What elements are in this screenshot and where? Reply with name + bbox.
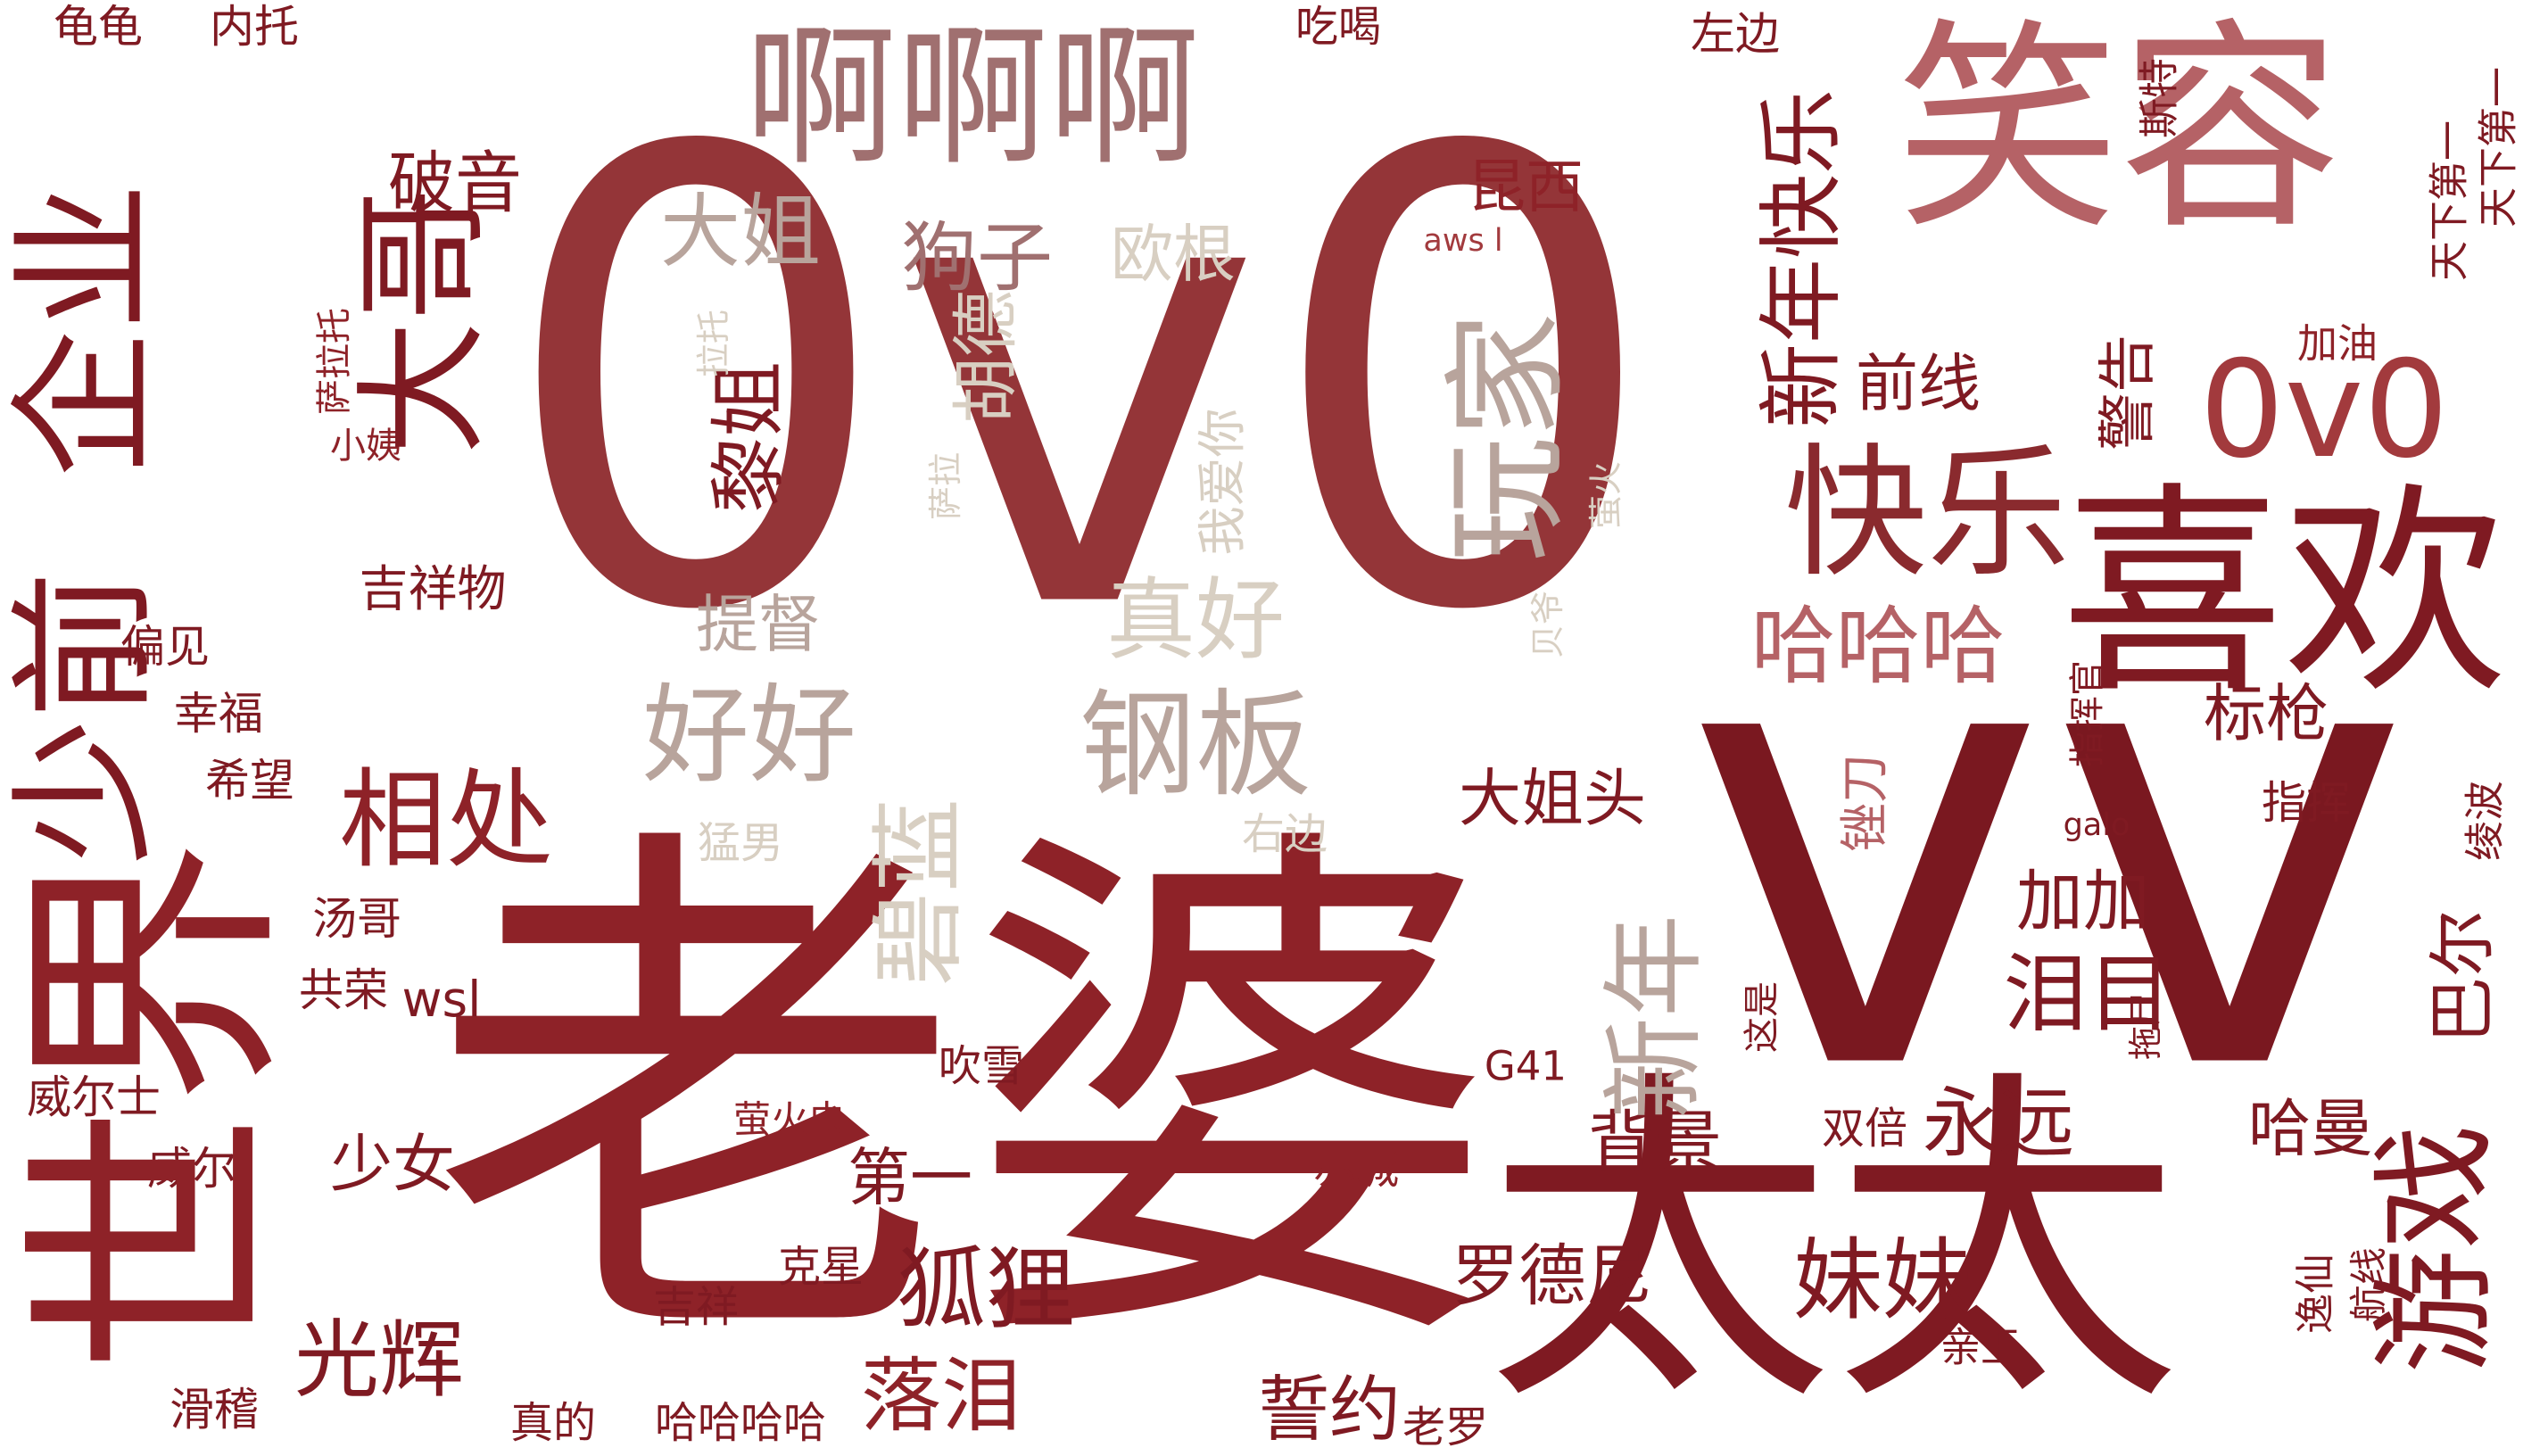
word-zhihuiguan: 指挥官 xyxy=(2067,660,2108,767)
word-guigui: 龟龟 xyxy=(54,1,143,53)
word-shijie: 世界 xyxy=(1,839,312,1374)
word-zheshi: 这是 xyxy=(1741,981,1783,1053)
word-cuodao: 锉刀 xyxy=(1836,754,1893,852)
word-dage: 大哥 xyxy=(346,187,501,455)
word-xiangchu: 相处 xyxy=(339,759,553,883)
word-hahaha: 哈哈哈 xyxy=(1750,598,2005,696)
word-poyin: 破音 xyxy=(388,144,522,222)
word-haohao: 好好 xyxy=(642,674,856,798)
word-yinghuochong: 萤火虫 xyxy=(733,1098,846,1142)
word-weiershi: 威尔士 xyxy=(27,1071,161,1123)
word-tangge: 汤哥 xyxy=(312,893,401,945)
word-gouzi: 狗子 xyxy=(901,215,1053,303)
word-diyi: 第一 xyxy=(848,1141,972,1214)
word-wanjia: 玩家 xyxy=(1435,312,1581,562)
word-awsl: aws l xyxy=(1423,223,1502,259)
word-jinggao: 警告 xyxy=(2095,335,2162,451)
word-laopo: 老婆 xyxy=(428,786,1499,1410)
word-beijing: 背景 xyxy=(1588,1103,1722,1181)
word-laoluo: 老罗 xyxy=(1402,1402,1488,1452)
word-jiajia: 加加 xyxy=(2016,862,2150,940)
word-xiaoyi: 小姨 xyxy=(330,426,401,467)
word-yongyuan: 永远 xyxy=(1923,1080,2074,1169)
word-huaji: 滑稽 xyxy=(170,1384,259,1435)
word-qiye: 企业 xyxy=(0,183,170,477)
word-xihuan: 喜欢 xyxy=(2061,464,2507,724)
word-bilan: 碧蓝 xyxy=(864,798,973,986)
word-chihe: 吃喝 xyxy=(1295,2,1381,52)
word-dajie: 大姐 xyxy=(660,186,821,279)
word-jixiang: 吉祥 xyxy=(653,1282,739,1332)
word-zhende: 真的 xyxy=(510,1398,596,1448)
word-kexing: 克星 xyxy=(778,1242,864,1292)
word-latuo: 拉托 xyxy=(694,310,733,377)
word-shiyue: 誓约 xyxy=(1258,1369,1401,1452)
word-tianxiadiyi-b: 天下第一 xyxy=(2426,120,2473,281)
word-dajietou: 大姐头 xyxy=(1459,762,1646,835)
word-kunxi: 昆西 xyxy=(1468,154,1584,221)
word-ougen: 欧根 xyxy=(1111,218,1236,291)
word-hangxian: 航线 xyxy=(2347,1247,2391,1322)
word-chicheng: 赤城 xyxy=(1313,1144,1399,1194)
word-baer: 巴尔 xyxy=(2423,910,2502,1044)
word-youbian: 右边 xyxy=(1242,809,1328,859)
word-haman: 哈曼 xyxy=(2248,1092,2373,1165)
word-taitai: 太太 xyxy=(1485,1042,2181,1447)
word-mengnan: 猛男 xyxy=(698,818,783,868)
word-leimu: 泪目 xyxy=(2003,946,2172,1044)
word-chuixue: 吹雪 xyxy=(939,1041,1024,1091)
word-site: 斯特 xyxy=(2136,58,2183,138)
word-qianxian: 前线 xyxy=(1856,347,1981,420)
word-zuobian: 左边 xyxy=(1691,8,1780,60)
word-tianxiadiyi-a: 天下第一 xyxy=(2475,67,2522,228)
word-zhihui: 指挥 xyxy=(2262,777,2351,829)
word-hude: 胡德 xyxy=(947,290,1025,424)
word-aaa: 啊啊啊 xyxy=(745,10,1200,186)
word-youxi: 游戏 xyxy=(2363,1124,2509,1374)
word-qinwang: 亲王 xyxy=(1940,1324,2021,1371)
word-jixiangwu: 吉祥物 xyxy=(359,560,506,617)
word-g41: G41 xyxy=(1485,1043,1567,1090)
word-xinnian-kuaile: 新年快乐 xyxy=(1753,89,1851,428)
word-meimei: 妹妹 xyxy=(1793,1228,1972,1333)
word-luodeni: 罗德尼 xyxy=(1452,1237,1652,1315)
word-0v0-large: 0v0 xyxy=(498,21,1662,748)
word-xiaorong: 笑容 xyxy=(1896,0,2342,260)
word-sala: 萨拉 xyxy=(926,452,965,520)
word-shaonv: 少女 xyxy=(330,1128,455,1201)
word-pianjian: 偏见 xyxy=(120,621,210,673)
word-yixian: 逸仙 xyxy=(2292,1253,2339,1334)
word-tuoshi: 拖尸 xyxy=(2126,992,2165,1060)
word-tidu: 提督 xyxy=(696,588,821,661)
word-0v0-small: 0v0 xyxy=(2199,333,2449,488)
word-shuangbei: 双倍 xyxy=(1822,1104,1907,1154)
word-beiye: 贝爷 xyxy=(1528,591,1568,658)
word-yinghuo: 萤火 xyxy=(1586,461,1626,529)
word-huli: 狐狸 xyxy=(897,1237,1075,1342)
word-xingfu: 幸福 xyxy=(174,688,263,740)
word-xiwang: 希望 xyxy=(205,755,294,807)
word-galo: galo xyxy=(2064,807,2130,843)
word-lingbo: 绫波 xyxy=(2461,781,2509,861)
word-wsl: wsl xyxy=(402,971,482,1028)
word-guanghui: 光辉 xyxy=(294,1311,464,1410)
word-gongrong: 共荣 xyxy=(299,964,388,1016)
word-woaini: 我爱你 xyxy=(1194,408,1251,555)
word-shaoqian: 少前 xyxy=(0,571,170,865)
word-jiayou: 加油 xyxy=(2297,320,2378,368)
word-biaoqiang: 标枪 xyxy=(2204,677,2329,750)
word-kuaile: 快乐 xyxy=(1784,430,2070,597)
word-salatuo: 萨拉托 xyxy=(314,308,355,415)
word-vv: vv xyxy=(1684,490,2412,1206)
word-lijie: 黎姐 xyxy=(706,361,794,513)
word-weier: 威尔 xyxy=(147,1143,236,1195)
word-hahahaha: 哈哈哈哈 xyxy=(655,1398,826,1448)
word-gangban: 钢板 xyxy=(1080,677,1311,813)
word-xinnian: 新年 xyxy=(1595,914,1715,1120)
word-neituo: 内托 xyxy=(210,1,299,53)
word-luolei: 落泪 xyxy=(861,1350,1022,1444)
word-zhenhao: 真好 xyxy=(1106,568,1285,673)
